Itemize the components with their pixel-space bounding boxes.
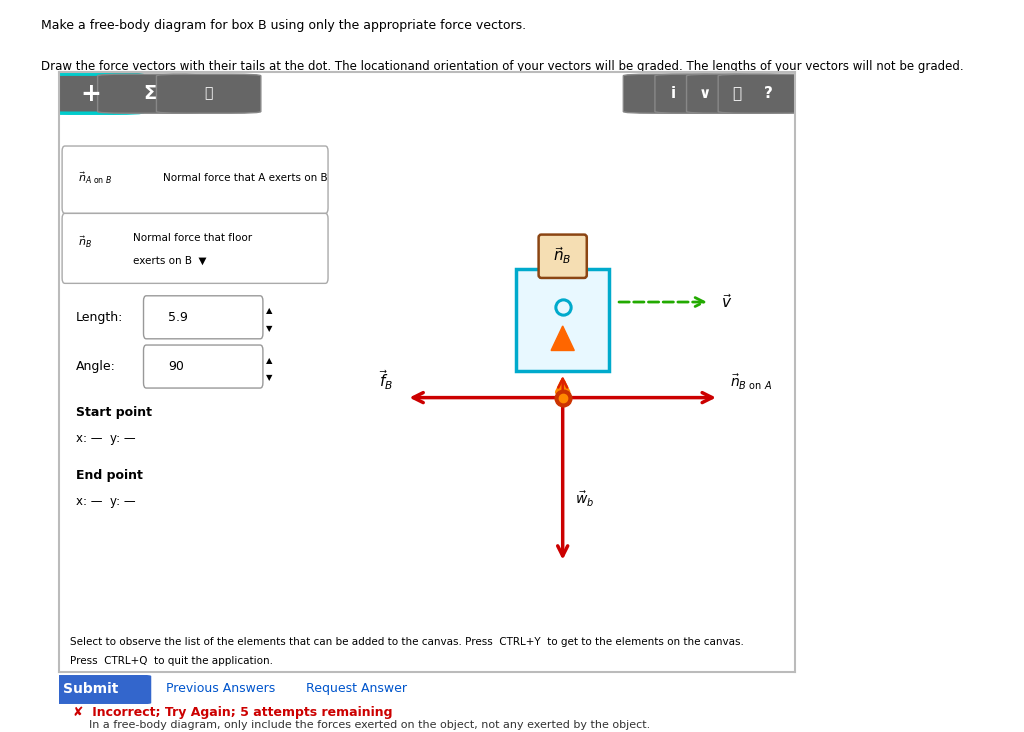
FancyBboxPatch shape <box>62 146 328 214</box>
Text: $\vec{n}_{A\ \mathrm{on}\ B}$: $\vec{n}_{A\ \mathrm{on}\ B}$ <box>79 171 113 186</box>
FancyBboxPatch shape <box>143 296 263 339</box>
FancyBboxPatch shape <box>157 74 261 113</box>
Text: Normal force that A exerts on B: Normal force that A exerts on B <box>163 173 327 183</box>
Text: ▼: ▼ <box>266 324 272 333</box>
Text: Press  CTRL+Q  to quit the application.: Press CTRL+Q to quit the application. <box>71 656 273 666</box>
Text: ▼: ▼ <box>266 373 272 382</box>
Text: Angle:: Angle: <box>76 360 116 373</box>
Text: $\vec{n}_{B\ \mathrm{on}\ A}$: $\vec{n}_{B\ \mathrm{on}\ A}$ <box>730 373 772 392</box>
Text: ▲: ▲ <box>266 306 272 315</box>
Text: $\vec{f}_B$: $\vec{f}_B$ <box>379 368 393 392</box>
Text: ▲: ▲ <box>266 356 272 365</box>
Text: 5.9: 5.9 <box>168 310 187 324</box>
FancyBboxPatch shape <box>39 74 143 113</box>
Text: Normal force that floor: Normal force that floor <box>133 234 252 243</box>
Text: $\vec{n}_B$: $\vec{n}_B$ <box>79 234 92 250</box>
Text: +: + <box>81 82 101 105</box>
Text: $\vec{w}_b$: $\vec{w}_b$ <box>575 490 594 509</box>
Text: Make a free-body diagram for box B using only the appropriate force vectors.: Make a free-body diagram for box B using… <box>41 19 526 32</box>
FancyBboxPatch shape <box>718 74 818 113</box>
FancyBboxPatch shape <box>62 214 328 283</box>
Text: exerts on B  ▼: exerts on B ▼ <box>133 256 206 266</box>
FancyBboxPatch shape <box>97 74 202 113</box>
Text: Length:: Length: <box>76 310 123 324</box>
Text: $\vec{n}_B$: $\vec{n}_B$ <box>553 245 572 266</box>
FancyBboxPatch shape <box>655 74 755 113</box>
Text: 🗑: 🗑 <box>205 86 213 101</box>
Text: Submit: Submit <box>63 682 119 696</box>
FancyBboxPatch shape <box>686 74 786 113</box>
Text: Σ: Σ <box>143 84 157 103</box>
Text: End point: End point <box>76 468 142 482</box>
Text: i: i <box>671 86 676 101</box>
FancyBboxPatch shape <box>32 675 151 704</box>
FancyBboxPatch shape <box>143 345 263 388</box>
Text: ⤾: ⤾ <box>732 86 741 101</box>
Text: ?: ? <box>764 86 772 101</box>
Text: x: —  y: —: x: — y: — <box>76 433 135 445</box>
FancyBboxPatch shape <box>624 74 723 113</box>
Bar <box>516 269 609 371</box>
Text: ✘  Incorrect; Try Again; 5 attempts remaining: ✘ Incorrect; Try Again; 5 attempts remai… <box>73 706 392 719</box>
Text: ∨: ∨ <box>698 86 711 101</box>
Polygon shape <box>551 326 574 351</box>
Text: Request Answer: Request Answer <box>306 682 407 695</box>
FancyBboxPatch shape <box>539 234 587 278</box>
Text: Previous Answers: Previous Answers <box>166 682 275 695</box>
Text: Select to observe the list of the elements that can be added to the canvas. Pres: Select to observe the list of the elemen… <box>71 637 744 647</box>
Text: x: —  y: —: x: — y: — <box>76 495 135 507</box>
Text: Start point: Start point <box>76 406 152 419</box>
Text: Draw the force vectors with their tails at the dot. The locationand orientation : Draw the force vectors with their tails … <box>41 60 964 72</box>
Text: $\vec{v}$: $\vec{v}$ <box>722 293 733 311</box>
Text: 90: 90 <box>168 360 184 373</box>
Text: In a free-body diagram, only include the forces exerted on the object, not any e: In a free-body diagram, only include the… <box>89 720 650 730</box>
